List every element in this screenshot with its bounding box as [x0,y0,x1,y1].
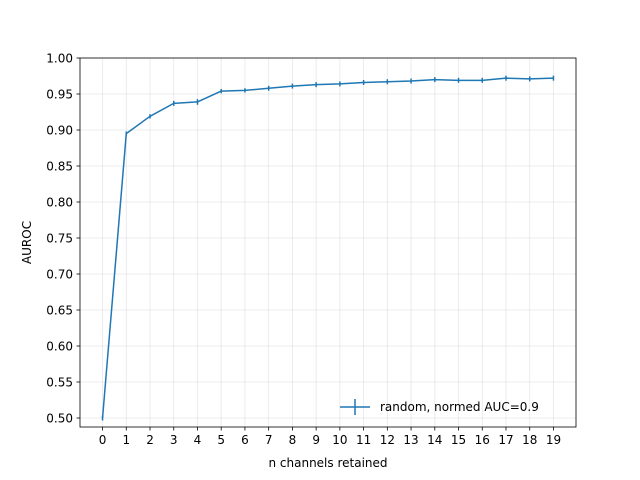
x-tick-label: 6 [241,433,249,447]
series-layer [101,75,555,421]
series-line [101,77,554,419]
y-tick-label: 0.60 [46,340,73,354]
x-tick-label: 9 [312,433,320,447]
legend-entry-label: random, normed AUC=0.9 [380,400,539,414]
y-axis-ticks: 0.50 0.55 0.60 0.65 0.70 0.75 0.80 0.85 0.90 0.95… [46,52,80,426]
x-tick-label: 4 [194,433,202,447]
y-tick-label: 0.80 [46,196,73,210]
x-tick-label: 14 [427,433,442,447]
y-tick-label: 0.95 [46,88,73,102]
y-tick-label: 0.75 [46,232,73,246]
x-tick-label: 15 [451,433,466,447]
x-tick-label: 10 [332,433,347,447]
x-tick-label: 13 [403,433,418,447]
y-tick-label: 0.55 [46,376,73,390]
grid [80,57,576,427]
x-tick-label: 1 [122,433,130,447]
x-tick-label: 17 [498,433,513,447]
y-tick-label: 0.50 [46,412,73,426]
y-tick-label: 0.90 [46,124,73,138]
x-axis-label: n channels retained [268,456,387,470]
y-axis-label: AUROC [20,221,34,264]
y-tick-label: 1.00 [46,52,73,66]
x-tick-label: 5 [217,433,225,447]
x-tick-label: 11 [356,433,371,447]
x-tick-label: 18 [522,433,537,447]
plot-area [80,58,576,427]
y-tick-label: 0.65 [46,304,73,318]
x-tick-label: 8 [289,433,297,447]
legend: random, normed AUC=0.9 [340,399,539,415]
y-tick-label: 0.85 [46,160,73,174]
plot-frame [79,57,577,428]
x-tick-label: 19 [546,433,561,447]
x-tick-label: 7 [265,433,273,447]
x-tick-label: 2 [146,433,154,447]
x-tick-label: 16 [475,433,490,447]
x-tick-label: 12 [380,433,395,447]
x-axis-ticks: 0 1 2 3 4 5 6 7 8 9 10 11 12 13 14 15 16 17 18 19 [99,427,561,447]
y-tick-label: 0.70 [46,268,73,282]
x-tick-label: 0 [99,433,107,447]
x-tick-label: 3 [170,433,178,447]
